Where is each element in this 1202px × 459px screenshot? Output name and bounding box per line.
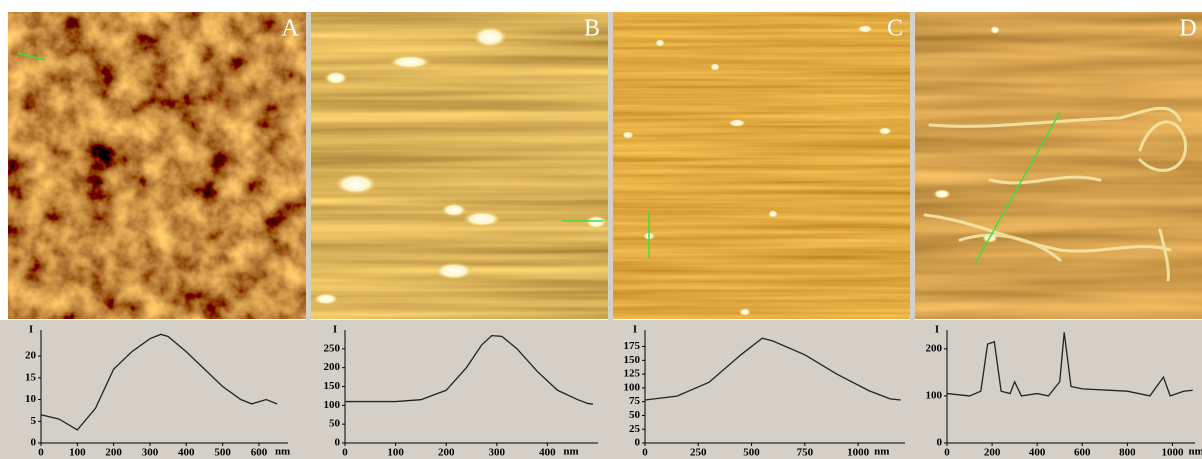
panel-letter: D xyxy=(1179,16,1196,42)
y-tick-label: 100 xyxy=(624,381,641,393)
y-tick-label: 15 xyxy=(25,371,37,383)
y-tick-label: 150 xyxy=(324,380,341,392)
x-tick-label: 200 xyxy=(105,447,122,459)
x-tick-label: 0 xyxy=(642,447,648,459)
x-axis-label: nm xyxy=(275,446,290,458)
x-tick-label: 0 xyxy=(944,447,950,459)
x-tick-label: 200 xyxy=(984,447,1001,459)
profile-line xyxy=(345,334,594,405)
y-tick-label: 0 xyxy=(335,437,341,449)
y-tick-label: 50 xyxy=(329,418,341,430)
panel-letter: B xyxy=(584,16,600,42)
x-tick-label: 0 xyxy=(38,447,44,459)
x-tick-label: 200 xyxy=(438,447,455,459)
x-axis-label: nm xyxy=(563,446,578,458)
profile-chart: I 0 50 100 150 200 250 0 100 200 300 400 nm xyxy=(324,324,598,459)
y-tick-label: 25 xyxy=(629,423,641,435)
x-tick-label: 500 xyxy=(743,447,760,459)
y-axis-label: I xyxy=(333,324,337,336)
y-tick-label: 0 xyxy=(937,437,943,449)
x-tick-label: 1000 xyxy=(847,447,870,459)
y-tick-label: 125 xyxy=(624,368,641,380)
afm-image xyxy=(915,12,1202,319)
y-tick-label: 100 xyxy=(926,389,943,401)
fibrils xyxy=(923,106,1187,282)
profile-lines xyxy=(17,52,1061,265)
x-tick-label: 100 xyxy=(69,447,86,459)
y-tick-label: 0 xyxy=(31,437,37,449)
y-tick-label: 50 xyxy=(629,409,641,421)
x-tick-label: 300 xyxy=(489,447,506,459)
y-axis-label: I xyxy=(633,324,637,336)
y-tick-label: 175 xyxy=(624,340,641,352)
afm-images xyxy=(8,12,1202,459)
afm-image xyxy=(613,12,910,319)
x-tick-label: 100 xyxy=(387,447,404,459)
afm-image xyxy=(8,12,306,319)
panel-letter: A xyxy=(281,16,299,42)
x-tick-label: 400 xyxy=(178,447,195,459)
x-tick-label: 1000 xyxy=(1161,447,1184,459)
particles xyxy=(313,25,1000,316)
profile-line xyxy=(40,333,278,431)
y-tick-label: 100 xyxy=(324,399,341,411)
x-axis-label: nm xyxy=(874,446,889,458)
x-tick-label: 750 xyxy=(797,447,814,459)
x-tick-label: 250 xyxy=(690,447,707,459)
x-tick-label: 400 xyxy=(1029,447,1046,459)
y-tick-label: 75 xyxy=(629,395,641,407)
panel-separators xyxy=(306,12,915,459)
y-tick-label: 150 xyxy=(624,354,641,366)
profile-line xyxy=(946,332,1193,397)
y-tick-label: 250 xyxy=(324,342,341,354)
x-tick-label: 600 xyxy=(1074,447,1091,459)
y-tick-label: 5 xyxy=(31,415,37,427)
profile-line xyxy=(644,337,901,401)
y-tick-label: 0 xyxy=(635,437,641,449)
x-tick-label: 500 xyxy=(214,447,231,459)
profile-chart: I 0 100 200 0 200 400 600 800 1000 nm xyxy=(926,324,1202,459)
y-tick-label: 10 xyxy=(25,393,37,405)
plot-strip xyxy=(0,320,1202,459)
y-axis-label: I xyxy=(29,324,33,336)
y-axis-label: I xyxy=(935,324,939,336)
x-tick-label: 600 xyxy=(251,447,268,459)
y-tick-label: 20 xyxy=(25,350,37,362)
y-tick-label: 200 xyxy=(324,361,341,373)
panel-letter: C xyxy=(887,16,903,42)
x-axis-label: nm xyxy=(1188,446,1202,458)
x-tick-label: 400 xyxy=(539,447,556,459)
x-tick-label: 800 xyxy=(1119,447,1136,459)
x-tick-label: 300 xyxy=(142,447,159,459)
y-tick-label: 200 xyxy=(926,342,943,354)
x-tick-label: 0 xyxy=(342,447,348,459)
